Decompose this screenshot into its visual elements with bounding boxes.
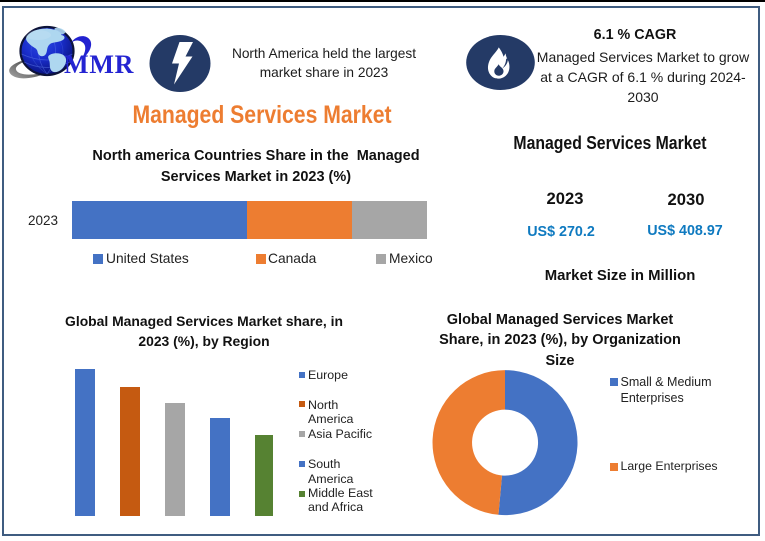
svg-text:MMR: MMR <box>64 50 134 79</box>
